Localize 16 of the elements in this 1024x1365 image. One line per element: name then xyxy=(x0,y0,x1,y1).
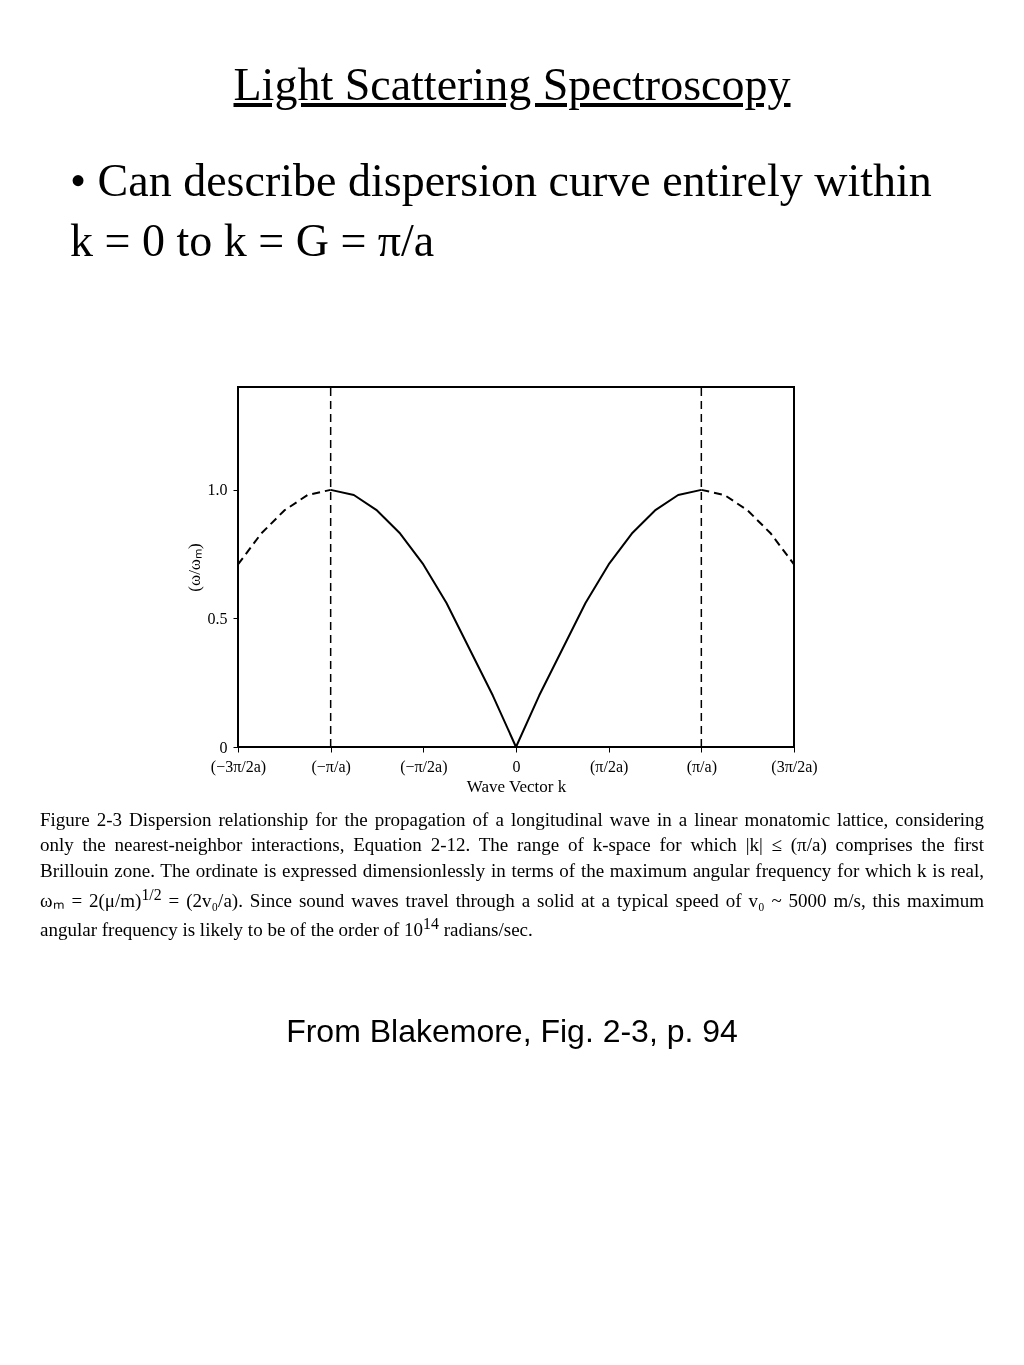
y-tick-label: 0.5 xyxy=(207,609,228,627)
y-tick-label: 0 xyxy=(219,738,228,756)
chart-subtitle: • Can describe dispersion curve entirely within k = 0 to k = G = π/a xyxy=(70,154,933,268)
text: Figure 2-3 Dispersion relationship for the propagation of a longitudinal wave in a linear monatomic lattice, considering only the nearest-neighbor interactions, Equation 2-12. The range of k-space for which |k| ≤ (π/a) comprises the first Brillouin zone. The ordinate is expressed dimensionlessly in terms of the maximum angular frequency for which k is real, ωₘ = 2(μ/m)$^{1/2}$ = (2v₀/a). Since sound waves travel through a solid at a typical speed of v₀ ~ 5000 m/s, this maximum angular frequency is likely to be of the order of 10$^{14}$ radians/sec. xyxy=(40,808,984,941)
x-tick-label: (−3π/2a) xyxy=(210,757,267,776)
x-tick-label: (−π/2a) xyxy=(400,757,448,776)
x-axis-title: Wave Vector k xyxy=(466,776,567,796)
x-tick-label: 0 xyxy=(512,757,521,775)
x-tick-label: (3π/2a) xyxy=(771,757,818,776)
chart-title: Light Scattering Spectroscopy xyxy=(232,58,792,111)
y-tick-label: 1.0 xyxy=(207,480,228,498)
text: From Blakemore, Fig. 2-3, p. 94 xyxy=(285,1013,739,1051)
y-axis-title: (ω/ωₘ) xyxy=(184,542,204,592)
x-tick-label: (π/a) xyxy=(686,757,717,776)
x-tick-label: (π/2a) xyxy=(590,757,629,776)
x-tick-label: (−π/a) xyxy=(311,757,351,776)
